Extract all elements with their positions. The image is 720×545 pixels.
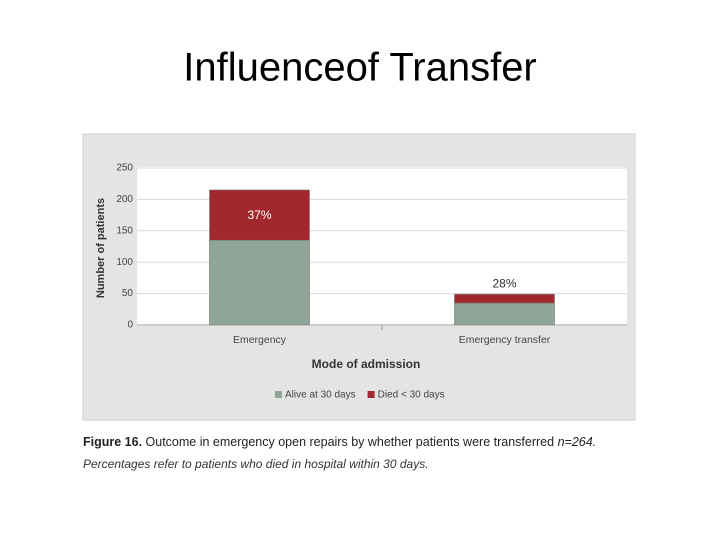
legend-swatch [275,391,282,398]
caption: Figure 16. Outcome in emergency open rep… [83,435,596,449]
bar-segment [454,302,555,326]
caption-note: Percentages refer to patients who died i… [83,457,429,471]
bar-segment [454,293,555,304]
bar-annotation: 37% [247,208,271,222]
bar-segment [209,239,310,326]
legend-label: Died < 30 days [378,390,445,401]
bar-segment [209,189,310,241]
x-tick-label: Emergency transfer [459,334,551,346]
y-axis-label: Number of patients [95,198,107,298]
legend: Alive at 30 days Died < 30 days [275,390,445,401]
y-tick-label: 50 [122,288,134,299]
slide-title: Influenceof Transfer [183,46,537,90]
caption-label: Figure 16. [83,435,142,449]
y-tick-label: 0 [127,320,133,331]
x-axis-label: Mode of admission [312,357,421,371]
caption-n: n=264. [558,435,597,449]
caption-text: Outcome in emergency open repairs by whe… [146,435,555,449]
bar-annotation: 28% [492,276,516,290]
legend-swatch [367,391,375,398]
y-tick-label: 200 [116,194,133,205]
y-tick-label: 100 [116,257,133,268]
y-tick-label: 250 [116,163,133,174]
y-tick-label: 150 [116,225,133,236]
legend-label: Alive at 30 days [285,390,356,401]
x-tick-label: Emergency [233,334,287,346]
